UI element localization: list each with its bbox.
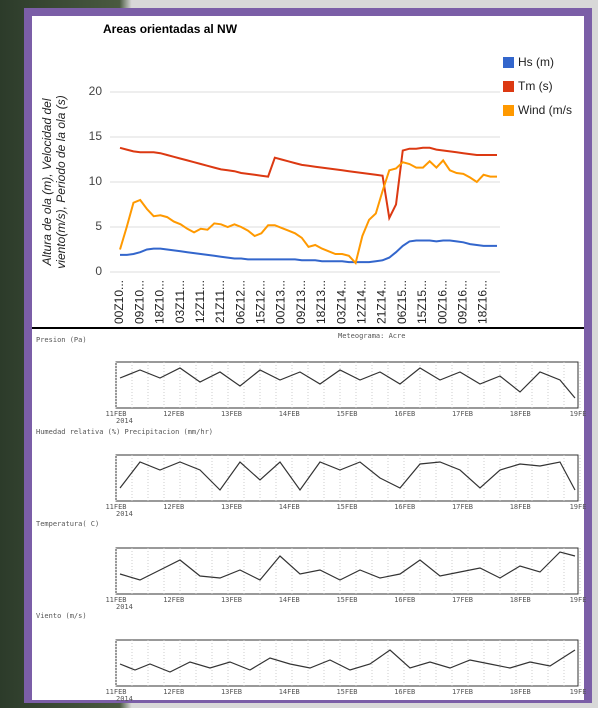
date-label: 13FEB (221, 688, 242, 696)
legend-swatch (503, 81, 514, 92)
date-label: 19FE (570, 410, 587, 418)
y-tick-label: 10 (89, 174, 103, 188)
panel-label: Humedad relativa (%) Precipitacion (mm/h… (36, 428, 213, 436)
date-label: 16FEB (394, 410, 415, 418)
year-label: 2014 (116, 603, 133, 611)
legend-swatch (503, 105, 514, 116)
date-label: 15FEB (336, 688, 357, 696)
year-label: 2014 (116, 695, 133, 703)
date-label: 15FEB (336, 410, 357, 418)
panel-label: Presion (Pa) (36, 336, 87, 344)
date-label: 15FEB (336, 596, 357, 604)
date-label: 14FEB (279, 503, 300, 511)
panel-curve (119, 461, 576, 492)
date-label: 12FEB (163, 410, 184, 418)
y-axis-label: Altura de ola (m), Velocidad del (40, 98, 54, 266)
x-tick-label: 15Z15... (415, 280, 429, 324)
date-label: 11FEB (105, 596, 126, 604)
y-tick-label: 5 (95, 219, 102, 233)
x-tick-label: 18Z10... (153, 280, 167, 324)
legend-label: Wind (m/s (518, 103, 572, 117)
date-label: 17FEB (452, 596, 473, 604)
date-label: 17FEB (452, 503, 473, 511)
meteogram: Meteograma: Acre Presion (Pa) 11FEB 12FEB 1… (36, 332, 586, 703)
x-tick-label: 12Z14... (355, 280, 369, 324)
x-tick-label: 00Z16... (435, 280, 449, 324)
date-label: 18FEB (510, 688, 531, 696)
date-label: 16FEB (394, 688, 415, 696)
legend-label: Tm (s) (518, 79, 553, 93)
date-label: 18FEB (510, 410, 531, 418)
date-label: 11FEB (105, 688, 126, 696)
date-label: 14FEB (279, 688, 300, 696)
panel-box (115, 639, 579, 687)
x-tick-label: 15Z12... (254, 280, 268, 324)
x-tick-label: 03Z14... (334, 280, 348, 324)
panel-curve (119, 367, 576, 399)
date-label: 12FEB (163, 688, 184, 696)
panel-box (115, 547, 579, 595)
x-tick-label: 09Z16... (456, 280, 470, 324)
legend-swatch (503, 57, 514, 68)
panel-curve (119, 551, 576, 581)
series-line (119, 158, 497, 266)
date-label: 16FEB (394, 503, 415, 511)
meteogram-title: Meteograma: Acre (338, 332, 405, 340)
x-tick-label: 00Z13... (274, 280, 288, 324)
date-label: 19FE (570, 503, 587, 511)
chart-title: Areas orientadas al NW (103, 22, 238, 36)
y-axis-label: viento(m/s), Periodo de la ola (s) (54, 95, 68, 268)
date-label: 12FEB (163, 596, 184, 604)
date-label: 11FEB (105, 410, 126, 418)
date-label: 11FEB (105, 503, 126, 511)
panel-label: Viento (m/s) (36, 612, 87, 620)
date-label: 19FE (570, 688, 587, 696)
date-label: 17FEB (452, 688, 473, 696)
series-line (119, 146, 497, 222)
x-tick-label: 03Z11... (173, 280, 187, 323)
panel-box (115, 361, 579, 409)
panel-box (115, 454, 579, 502)
x-tick-label: 09Z10... (132, 280, 146, 324)
panel-curve (119, 649, 576, 673)
date-label: 14FEB (279, 596, 300, 604)
y-tick-label: 0 (95, 264, 102, 278)
date-label: 12FEB (163, 503, 184, 511)
x-tick-label: 06Z12... (233, 280, 247, 324)
x-tick-label: 12Z11... (193, 280, 207, 323)
date-label: 18FEB (510, 503, 531, 511)
year-label: 2014 (116, 510, 133, 518)
x-tick-label: 00Z10... (112, 280, 126, 324)
date-label: 13FEB (221, 596, 242, 604)
x-tick-label: 21Z14... (375, 280, 389, 324)
year-label: 2014 (116, 417, 133, 425)
date-label: 15FEB (336, 503, 357, 511)
y-tick-label: 15 (89, 129, 103, 143)
date-label: 18FEB (510, 596, 531, 604)
panel-label: Temperatura( C) (36, 520, 99, 528)
x-tick-label: 21Z11... (213, 280, 227, 323)
legend-label: Hs (m) (518, 55, 554, 69)
date-label: 14FEB (279, 410, 300, 418)
x-tick-label: 09Z13... (294, 280, 308, 324)
date-label: 19FE (570, 596, 587, 604)
y-tick-label: 20 (89, 84, 103, 98)
date-label: 17FEB (452, 410, 473, 418)
x-tick-label: 06Z15... (395, 280, 409, 324)
date-label: 13FEB (221, 503, 242, 511)
date-label: 13FEB (221, 410, 242, 418)
series-line (120, 239, 497, 264)
date-label: 16FEB (394, 596, 415, 604)
x-tick-label: 18Z16... (476, 280, 490, 324)
x-tick-label: 18Z13... (314, 280, 328, 324)
